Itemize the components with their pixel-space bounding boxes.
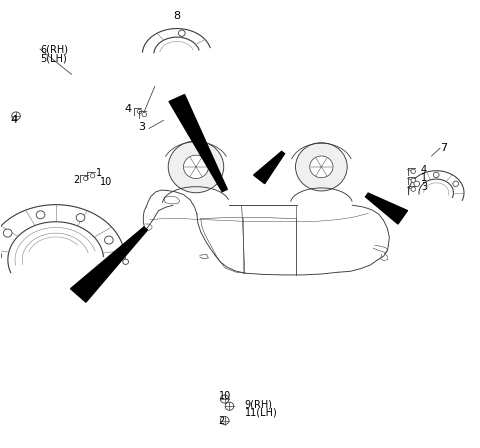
Circle shape bbox=[225, 402, 234, 410]
Circle shape bbox=[123, 259, 129, 264]
Polygon shape bbox=[0, 205, 125, 279]
Circle shape bbox=[453, 181, 458, 186]
Circle shape bbox=[411, 187, 416, 191]
Circle shape bbox=[220, 417, 229, 425]
Polygon shape bbox=[169, 95, 227, 192]
Text: 3: 3 bbox=[421, 182, 427, 192]
Circle shape bbox=[411, 178, 416, 182]
Circle shape bbox=[433, 172, 439, 177]
Circle shape bbox=[12, 112, 20, 120]
Circle shape bbox=[411, 169, 416, 173]
Text: 1: 1 bbox=[96, 168, 102, 178]
Circle shape bbox=[90, 174, 95, 178]
Text: 8: 8 bbox=[173, 10, 180, 21]
Polygon shape bbox=[408, 171, 464, 200]
Text: 2: 2 bbox=[218, 415, 225, 426]
Circle shape bbox=[3, 229, 12, 237]
Polygon shape bbox=[253, 151, 285, 184]
Text: 9(RH): 9(RH) bbox=[245, 400, 273, 410]
Text: 10: 10 bbox=[218, 391, 231, 401]
Text: 5(LH): 5(LH) bbox=[40, 53, 67, 64]
Circle shape bbox=[137, 109, 142, 114]
Circle shape bbox=[84, 177, 88, 181]
Text: 4: 4 bbox=[124, 104, 132, 114]
Text: 1: 1 bbox=[421, 173, 427, 183]
Polygon shape bbox=[71, 227, 147, 302]
Text: 11(LH): 11(LH) bbox=[245, 408, 277, 418]
Circle shape bbox=[142, 112, 146, 117]
Circle shape bbox=[76, 214, 85, 222]
Text: 4: 4 bbox=[10, 116, 17, 125]
Circle shape bbox=[183, 155, 208, 178]
Circle shape bbox=[296, 143, 347, 191]
Text: 4: 4 bbox=[421, 164, 427, 175]
Circle shape bbox=[220, 395, 229, 403]
Circle shape bbox=[310, 156, 333, 178]
Polygon shape bbox=[143, 29, 210, 53]
Text: 7: 7 bbox=[440, 143, 447, 153]
Text: 10: 10 bbox=[100, 177, 112, 186]
Circle shape bbox=[105, 236, 113, 244]
Circle shape bbox=[36, 211, 45, 219]
Circle shape bbox=[168, 141, 224, 193]
Text: 3: 3 bbox=[139, 122, 145, 132]
Text: 6(RH): 6(RH) bbox=[40, 44, 68, 55]
Circle shape bbox=[414, 181, 420, 186]
Circle shape bbox=[179, 30, 185, 36]
Circle shape bbox=[0, 252, 1, 260]
Text: 2: 2 bbox=[73, 175, 80, 185]
Polygon shape bbox=[365, 193, 408, 224]
